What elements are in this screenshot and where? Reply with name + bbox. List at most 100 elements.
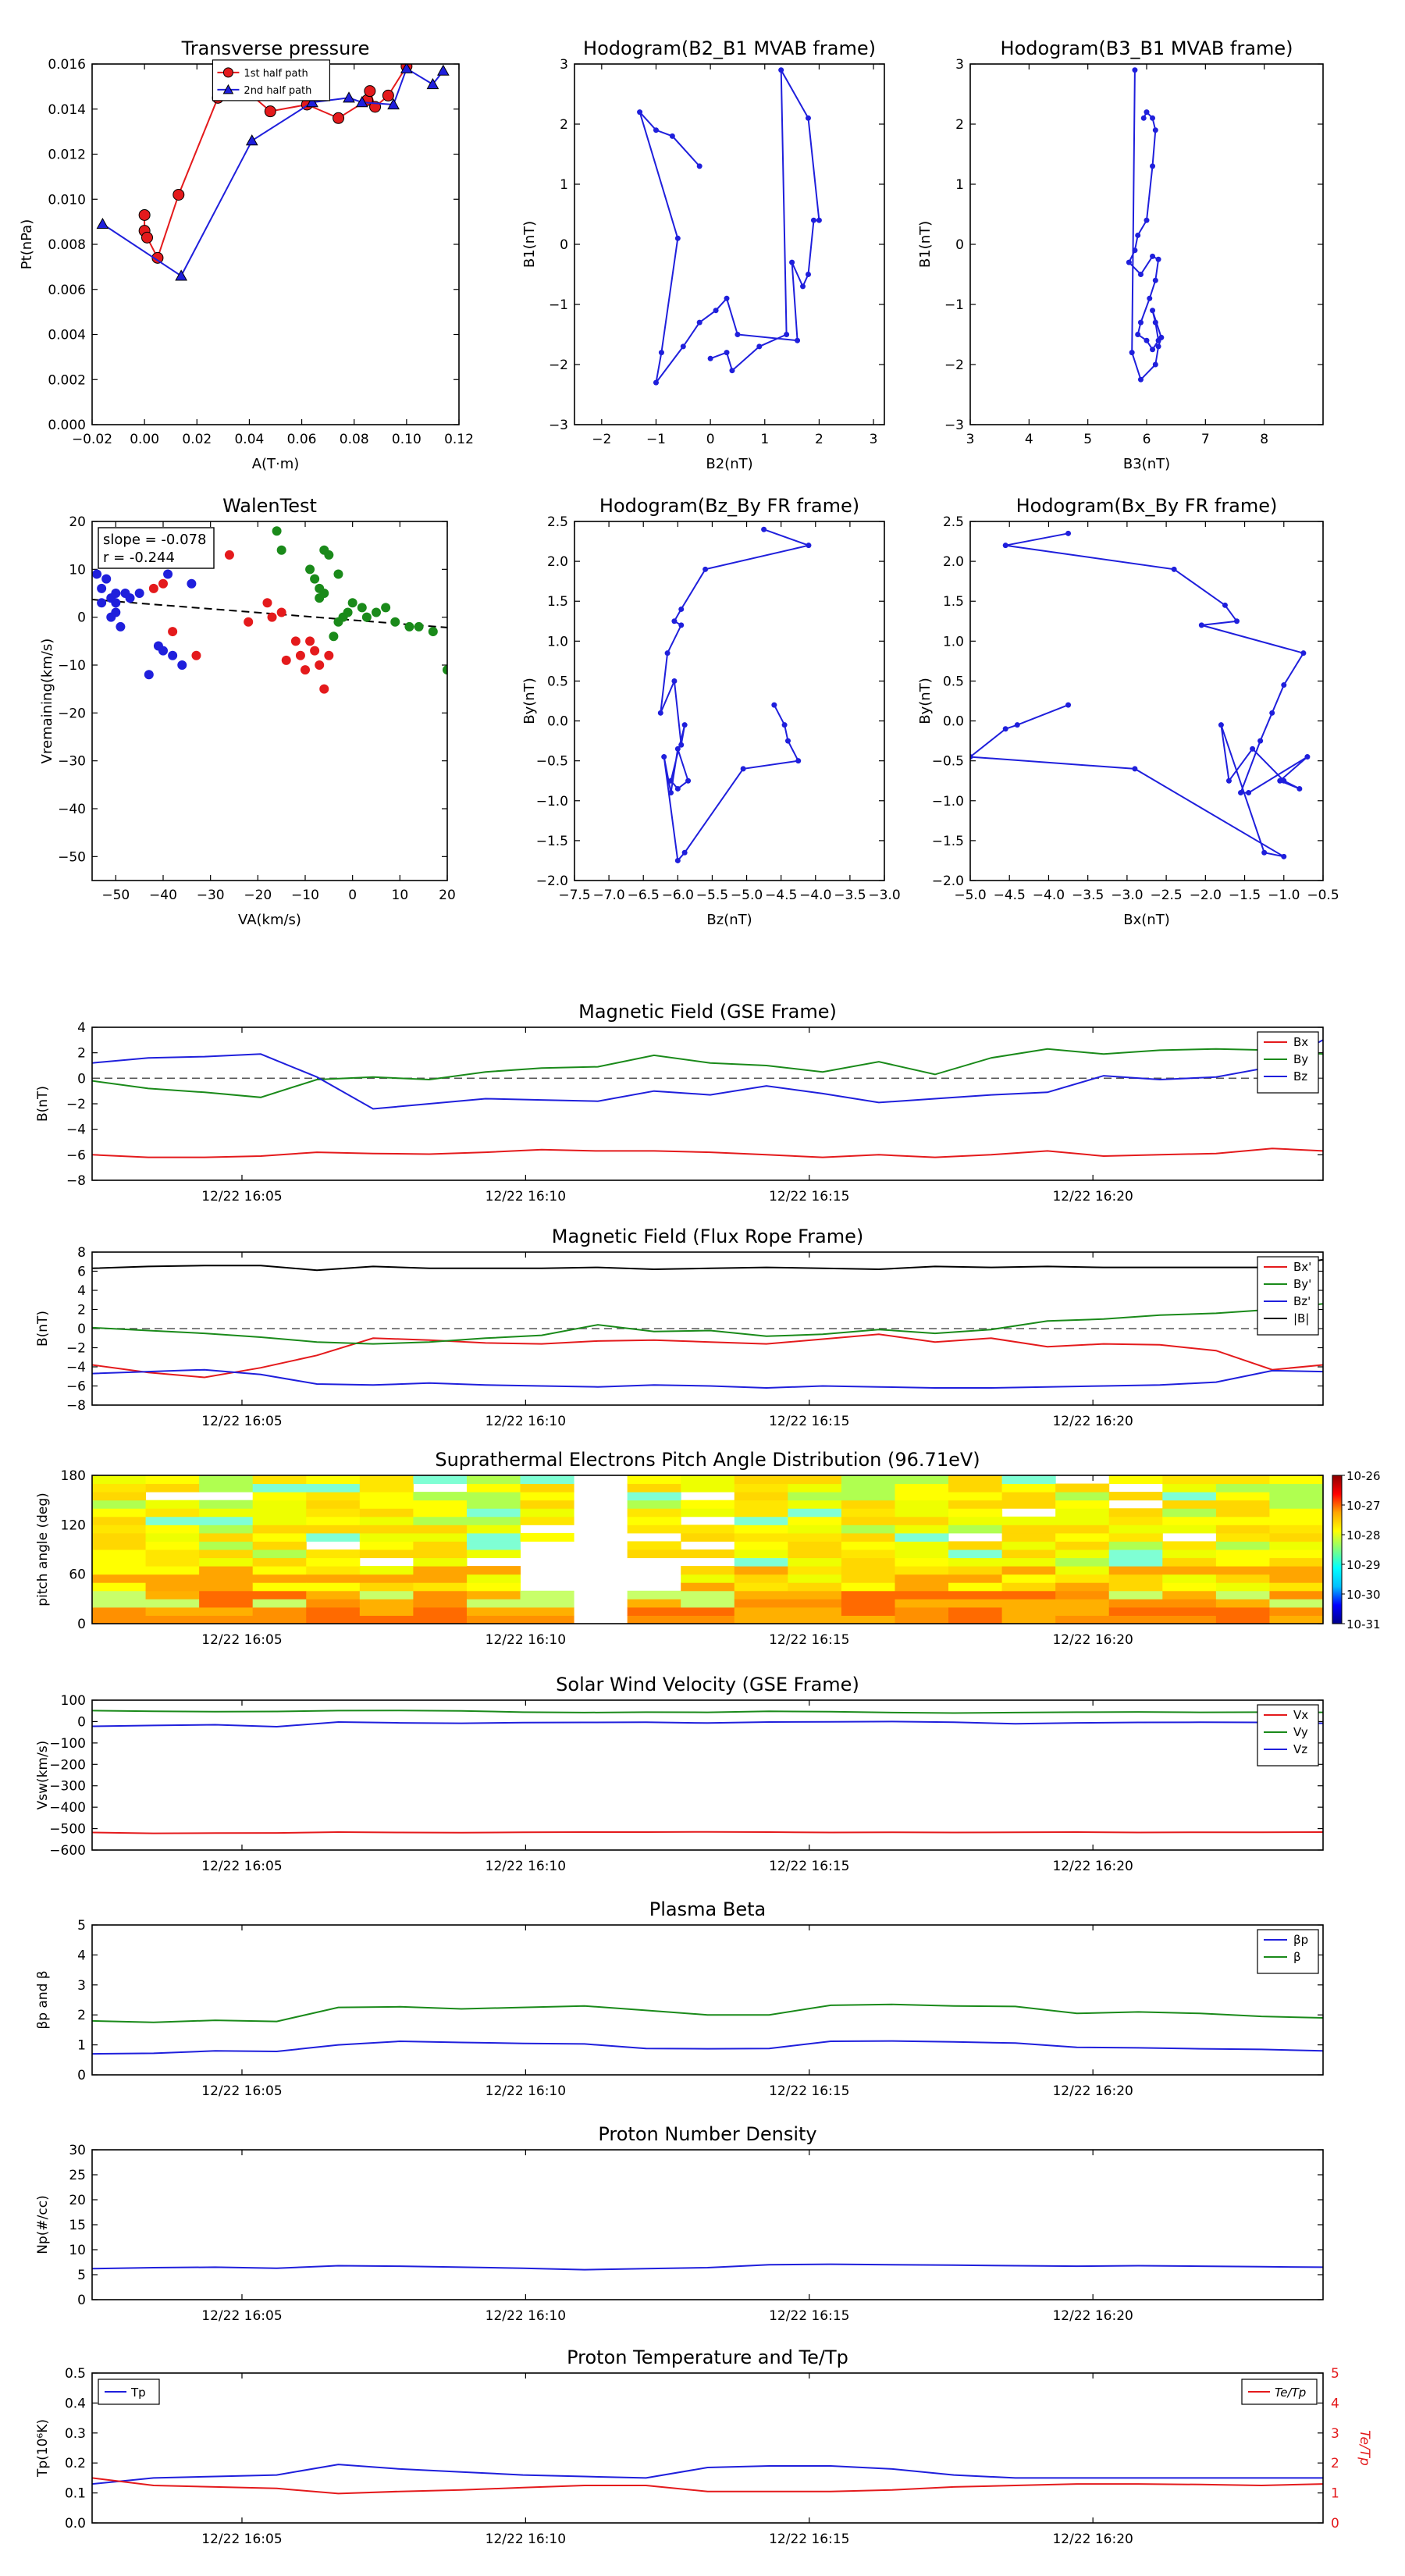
data-point [1250,745,1256,752]
x-tick-label: −5.0 [731,888,763,903]
heatmap-cell [627,1606,681,1616]
x-tick-label: 0.10 [392,432,422,447]
y-tick-label: 2.5 [943,514,964,530]
data-point [92,569,102,579]
heatmap-cell [306,1525,361,1534]
heatmap-cell [1055,1500,1110,1509]
y-tick-label: 0.5 [65,2366,86,2382]
heatmap-cell [1108,1541,1163,1550]
series-line-0 [638,69,820,383]
heatmap-cell [1001,1541,1056,1550]
heatmap-cell [145,1500,200,1509]
data-point [390,617,400,627]
x-tick-label: −4.0 [799,888,831,903]
heatmap-cell [413,1525,468,1534]
y-tick-label: 1 [955,177,964,193]
y-tick-label: −500 [49,1822,86,1838]
chart-title: Proton Temperature and Te/Tp [567,2347,848,2368]
heatmap-cell [252,1541,307,1550]
data-point [319,545,329,555]
heatmap-cell [199,1483,254,1493]
x-tick-label: −6.5 [628,888,660,903]
y-tick-label: −1 [549,297,568,313]
x-tick-label: 3 [870,432,878,447]
data-point [1246,790,1252,796]
y-tick-label: 4 [77,1948,86,1963]
heatmap-cell [413,1599,468,1608]
heatmap-cell [1162,1574,1217,1583]
heatmap-cell [1162,1500,1217,1509]
heatmap-cell [199,1541,254,1550]
heatmap-cell [520,1590,574,1599]
plot-frame [91,2149,1324,2300]
x-tick-label: −1 [646,432,666,447]
heatmap-cell [1055,1550,1110,1559]
heatmap-cell [1001,1475,1056,1485]
series-line-By' [91,1303,1324,1345]
x-tick-label: 2 [815,432,823,447]
heatmap-cell [841,1566,895,1575]
y-tick-label: 10 [69,562,86,578]
heatmap-cell [145,1582,200,1592]
x-tick-label: −50 [101,888,130,903]
y-tick-label: 2 [77,2008,86,2023]
y-tick-label: −2.0 [932,873,964,889]
heatmap-cell [841,1550,895,1559]
y-tick-label: −4 [66,1360,86,1375]
heatmap-cell [359,1516,414,1525]
data-point [151,251,164,264]
x-tick-label: 0 [706,432,715,447]
data-point [1144,337,1150,343]
heatmap-cell [948,1582,1003,1592]
series-line-Te/Tp [91,2477,1324,2495]
heatmap-cell [199,1525,254,1534]
heatmap-cell [1215,1492,1270,1501]
heatmap-cell [681,1582,735,1592]
y-tick-label: 0.0 [943,714,964,730]
data-point [1277,777,1283,784]
heatmap-cell [413,1557,468,1567]
heatmap-cell [1162,1557,1217,1567]
heatmap-cell [948,1590,1003,1599]
data-point [658,350,664,356]
data-point [680,343,686,350]
heatmap-cell [306,1590,361,1599]
heatmap-cell [520,1532,574,1542]
heatmap-cell [627,1516,681,1525]
x-tick-label: −3.0 [1111,888,1143,903]
data-point [668,777,674,784]
heatmap-cell [252,1582,307,1592]
y-tick-label: 0.2 [65,2456,86,2471]
heatmap-cell [306,1550,361,1559]
data-point [784,738,791,744]
annotation-text: slope = -0.078 [103,532,206,548]
data-point [771,702,777,708]
y-tick-label: 8 [77,1245,86,1261]
heatmap-cell [306,1574,361,1583]
heatmap-cell [1108,1566,1163,1575]
data-point [276,545,286,555]
heatmap-cell [199,1500,254,1509]
heatmap-cell [413,1492,468,1501]
data-point [1281,777,1287,784]
heatmap-cell [681,1532,735,1542]
heatmap-cell [359,1615,414,1624]
x-axis-label: Bx(nT) [1123,912,1169,928]
y-tick-label: −6 [66,1379,86,1395]
chart-title: Hodogram(B2_B1 MVAB frame) [583,37,876,59]
data-point [795,337,801,343]
data-point [1137,319,1144,326]
heatmap-cell [1269,1492,1324,1501]
data-point [1152,361,1158,368]
x-tick-label: 12/22 16:15 [769,1632,849,1648]
heatmap-cell [252,1508,307,1517]
heatmap-cell [1001,1532,1056,1542]
heatmap-cell [948,1500,1003,1509]
data-point [347,598,357,608]
heatmap-cell [1215,1590,1270,1599]
heatmap-cell [92,1574,147,1583]
plot-frame [91,1475,1324,1624]
y-tick-label: 2.0 [943,554,964,570]
heatmap-cell [252,1599,307,1608]
heatmap-cell [1108,1516,1163,1525]
